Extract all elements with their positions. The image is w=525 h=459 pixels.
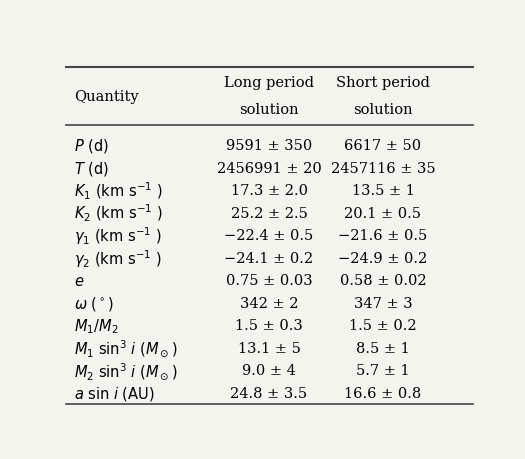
Text: 16.6 ± 0.8: 16.6 ± 0.8 — [344, 386, 422, 400]
Text: $M_1/M_2$: $M_1/M_2$ — [74, 316, 118, 335]
Text: $P$ (d): $P$ (d) — [74, 137, 109, 155]
Text: 1.5 ± 0.3: 1.5 ± 0.3 — [235, 319, 303, 333]
Text: $K_1$ (km s$^{-1}$ ): $K_1$ (km s$^{-1}$ ) — [74, 180, 162, 202]
Text: 13.5 ± 1: 13.5 ± 1 — [352, 184, 414, 198]
Text: $\omega$ ($^\circ$): $\omega$ ($^\circ$) — [74, 294, 114, 312]
Text: 347 ± 3: 347 ± 3 — [354, 296, 412, 310]
Text: −24.1 ± 0.2: −24.1 ± 0.2 — [225, 251, 313, 265]
Text: $a$ sin $i$ (AU): $a$ sin $i$ (AU) — [74, 384, 154, 402]
Text: 9.0 ± 4: 9.0 ± 4 — [242, 364, 296, 378]
Text: $K_2$ (km s$^{-1}$ ): $K_2$ (km s$^{-1}$ ) — [74, 203, 162, 224]
Text: 1.5 ± 0.2: 1.5 ± 0.2 — [349, 319, 417, 333]
Text: 342 ± 2: 342 ± 2 — [240, 296, 298, 310]
Text: 5.7 ± 1: 5.7 ± 1 — [356, 364, 410, 378]
Text: solution: solution — [353, 103, 413, 117]
Text: $M_2$ sin$^3$ $i$ ($M_\odot$): $M_2$ sin$^3$ $i$ ($M_\odot$) — [74, 360, 177, 381]
Text: 24.8 ± 3.5: 24.8 ± 3.5 — [230, 386, 308, 400]
Text: Short period: Short period — [336, 76, 430, 90]
Text: $\gamma_1$ (km s$^{-1}$ ): $\gamma_1$ (km s$^{-1}$ ) — [74, 225, 162, 246]
Text: 2457116 ± 35: 2457116 ± 35 — [331, 161, 435, 175]
Text: −22.4 ± 0.5: −22.4 ± 0.5 — [225, 229, 314, 243]
Text: 0.58 ± 0.02: 0.58 ± 0.02 — [340, 274, 426, 288]
Text: 6617 ± 50: 6617 ± 50 — [344, 139, 422, 153]
Text: −21.6 ± 0.5: −21.6 ± 0.5 — [339, 229, 427, 243]
Text: −24.9 ± 0.2: −24.9 ± 0.2 — [339, 251, 427, 265]
Text: $\gamma_2$ (km s$^{-1}$ ): $\gamma_2$ (km s$^{-1}$ ) — [74, 247, 162, 269]
Text: $T$ (d): $T$ (d) — [74, 159, 109, 177]
Text: $M_1$ sin$^3$ $i$ ($M_\odot$): $M_1$ sin$^3$ $i$ ($M_\odot$) — [74, 338, 177, 358]
Text: $e$: $e$ — [74, 273, 84, 288]
Text: 13.1 ± 5: 13.1 ± 5 — [238, 341, 300, 355]
Text: solution: solution — [239, 103, 299, 117]
Text: 17.3 ± 2.0: 17.3 ± 2.0 — [230, 184, 308, 198]
Text: Long period: Long period — [224, 76, 314, 90]
Text: Quantity: Quantity — [74, 90, 139, 104]
Text: 25.2 ± 2.5: 25.2 ± 2.5 — [230, 206, 308, 220]
Text: 20.1 ± 0.5: 20.1 ± 0.5 — [344, 206, 422, 220]
Text: 8.5 ± 1: 8.5 ± 1 — [356, 341, 410, 355]
Text: 9591 ± 350: 9591 ± 350 — [226, 139, 312, 153]
Text: 0.75 ± 0.03: 0.75 ± 0.03 — [226, 274, 312, 288]
Text: 2456991 ± 20: 2456991 ± 20 — [217, 161, 321, 175]
